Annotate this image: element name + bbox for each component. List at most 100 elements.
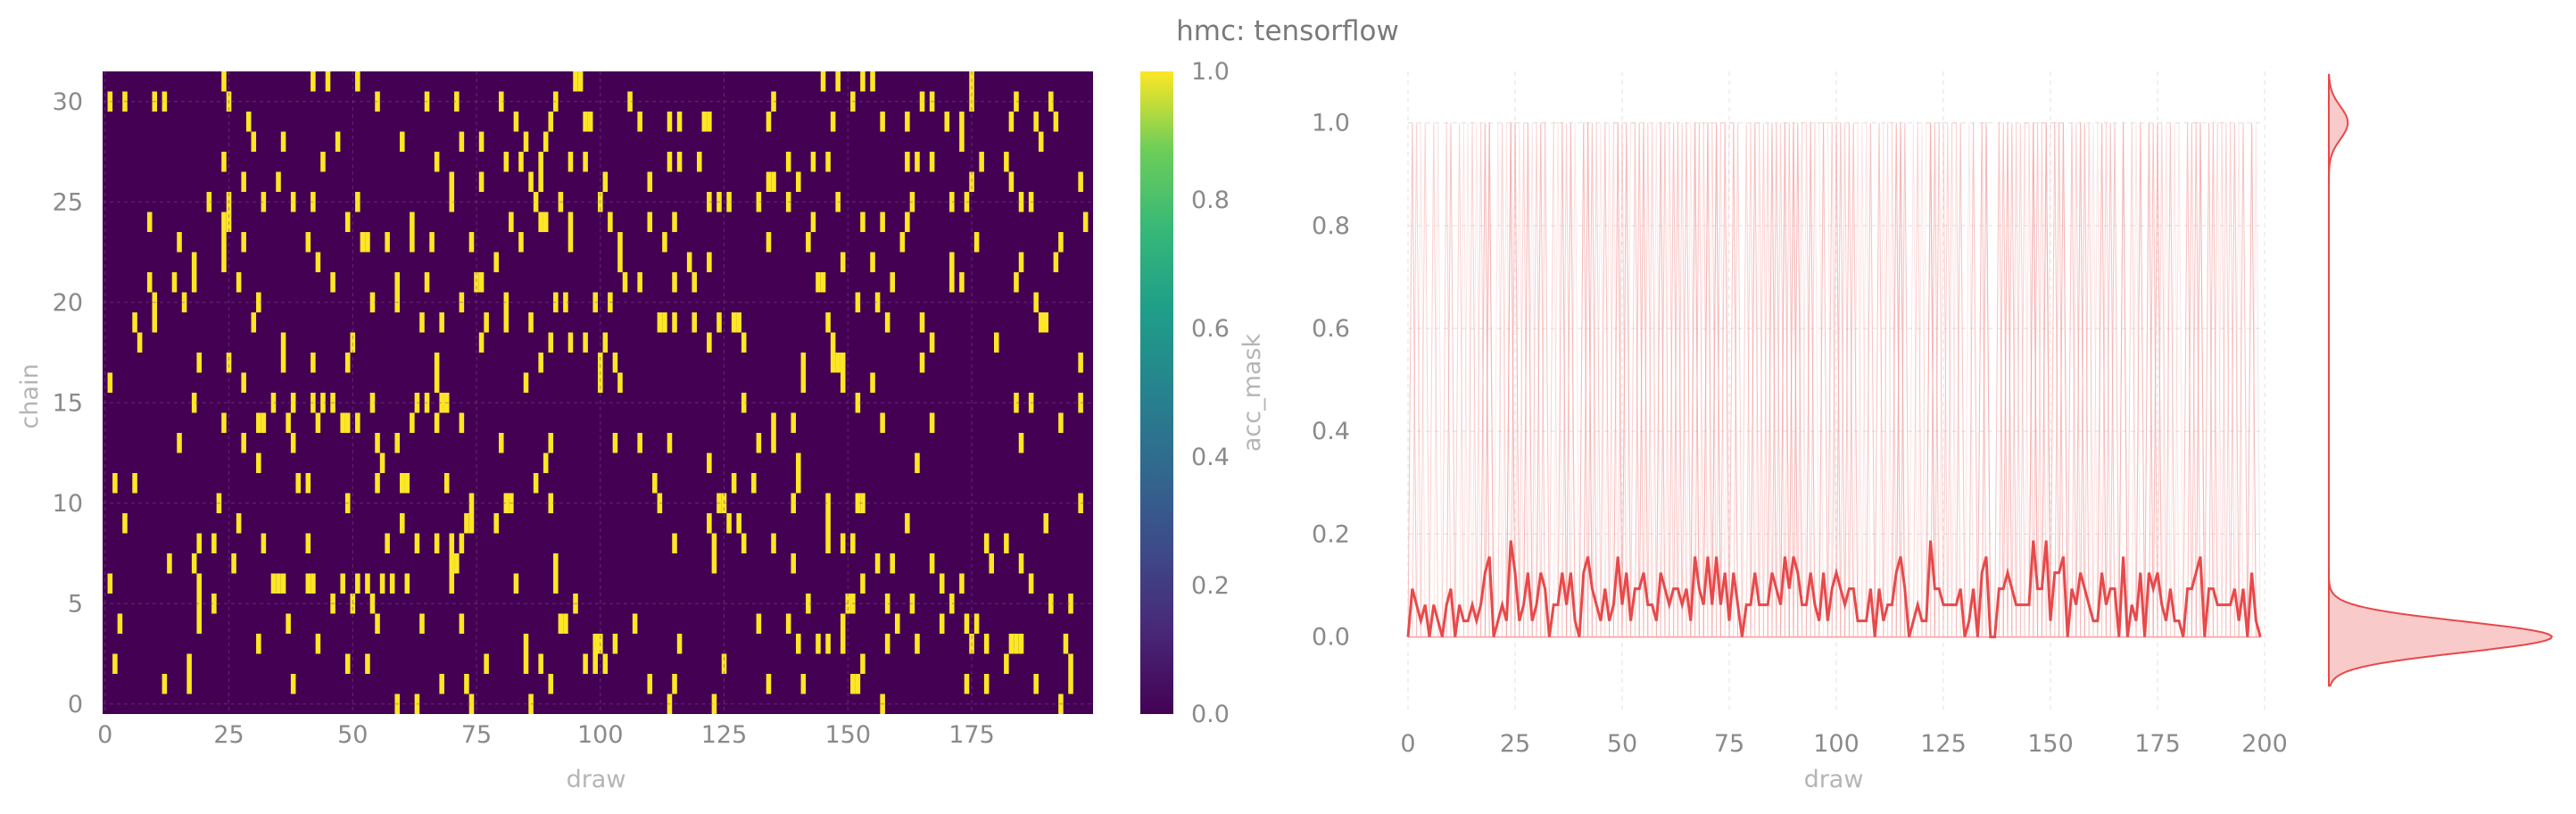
trace-x-tick: 25 xyxy=(1500,730,1530,758)
heatmap-cell xyxy=(676,112,683,132)
heatmap-cell xyxy=(983,634,990,654)
heatmap-cell xyxy=(523,653,529,674)
heatmap-cell xyxy=(558,613,564,634)
heatmap-cell xyxy=(523,372,529,393)
heatmap-cell xyxy=(676,634,683,654)
trace-x-tick: 75 xyxy=(1714,730,1744,758)
heatmap-cell xyxy=(800,372,807,393)
heatmap-cell xyxy=(344,412,351,433)
heatmap-cell xyxy=(1014,272,1019,293)
heatmap-cell xyxy=(375,91,380,112)
heatmap-cell xyxy=(583,653,588,674)
heatmap-cell xyxy=(414,533,420,553)
heatmap-cell xyxy=(241,433,246,453)
heatmap-cell xyxy=(1068,674,1073,694)
heatmap-cell xyxy=(523,634,529,654)
heatmap-cell xyxy=(726,513,732,534)
heatmap-cell xyxy=(389,573,395,594)
heatmap-cell xyxy=(513,573,519,594)
heatmap-cell xyxy=(1018,634,1024,654)
heatmap-x-tick: 0 xyxy=(97,721,112,749)
trace-x-label: draw xyxy=(1804,766,1864,793)
heatmap-cell xyxy=(503,312,509,333)
heatmap-cell xyxy=(548,493,554,513)
heatmap-cell xyxy=(825,152,831,172)
heatmap-cell xyxy=(800,353,807,373)
heatmap-cell xyxy=(379,453,385,473)
heatmap-cell xyxy=(1078,353,1083,373)
heatmap-cell xyxy=(256,634,261,654)
heatmap-cell xyxy=(617,232,623,253)
heatmap-cell xyxy=(949,272,955,293)
heatmap-cell xyxy=(340,412,345,433)
heatmap-cell xyxy=(256,292,261,312)
heatmap-cell xyxy=(221,232,227,253)
heatmap-cell xyxy=(672,533,677,553)
heatmap-cell xyxy=(276,573,281,594)
heatmap-cell xyxy=(929,152,935,172)
heatmap-cell xyxy=(286,412,291,433)
heatmap-cell xyxy=(1008,171,1015,192)
heatmap-cell xyxy=(835,71,841,92)
heatmap-cell xyxy=(1004,533,1009,553)
heatmap-cell xyxy=(989,553,994,574)
heatmap-cell xyxy=(567,212,574,232)
heatmap-cell xyxy=(840,613,846,634)
trace-y-tick: 1.0 xyxy=(1312,110,1350,137)
heatmap-cell xyxy=(800,674,807,694)
heatmap-cell xyxy=(419,613,425,634)
heatmap-y-label: chain xyxy=(16,363,44,428)
heatmap-cell xyxy=(771,433,776,453)
heatmap-cell xyxy=(796,473,801,494)
heatmap-cell xyxy=(1043,312,1049,333)
heatmap-cell xyxy=(221,71,227,92)
heatmap-cell xyxy=(840,634,846,654)
heatmap-cell xyxy=(454,91,460,112)
colorbar: 0.0 0.2 0.4 0.6 0.8 1.0 acc_mask xyxy=(1140,58,1266,728)
heatmap-cell xyxy=(355,192,360,212)
heatmap-cell xyxy=(261,412,267,433)
heatmap-x-tick: 150 xyxy=(825,721,872,749)
heatmap-cell xyxy=(796,634,801,654)
heatmap-cell xyxy=(855,493,861,513)
heatmap-cell xyxy=(602,653,609,674)
heatmap-cell xyxy=(785,152,791,172)
heatmap-cell xyxy=(577,71,584,92)
heatmap-cell xyxy=(191,252,197,272)
heatmap-cell xyxy=(191,553,197,574)
heatmap-cell xyxy=(617,372,623,393)
colorbar-tick: 0.8 xyxy=(1191,187,1230,214)
heatmap-cell xyxy=(478,171,485,192)
heatmap-cell xyxy=(870,71,875,92)
heatmap-cell xyxy=(741,332,747,353)
heatmap-cell xyxy=(637,433,642,453)
heatmap-cell xyxy=(434,533,440,553)
heatmap-cell xyxy=(1038,131,1044,152)
heatmap-cell xyxy=(221,252,227,272)
heatmap-cell xyxy=(860,71,866,92)
heatmap-cell xyxy=(270,573,277,594)
heatmap-cell xyxy=(919,312,925,333)
heatmap-cell xyxy=(305,573,311,594)
heatmap-cell xyxy=(196,613,202,634)
heatmap-cell xyxy=(152,312,158,333)
heatmap-cell xyxy=(394,272,400,293)
heatmap-cell xyxy=(1043,513,1049,534)
trace-y-tick: 0.2 xyxy=(1312,520,1350,548)
heatmap-cell xyxy=(915,634,920,654)
heatmap-cell xyxy=(241,171,246,192)
heatmap-cell xyxy=(261,533,267,553)
heatmap-y-ticks: 0 5 10 15 20 25 30 xyxy=(53,88,83,718)
heatmap-cell xyxy=(320,393,326,413)
heatmap-cell xyxy=(146,272,153,293)
heatmap-cell xyxy=(394,433,400,453)
heatmap-cell xyxy=(410,232,415,253)
heatmap-cell xyxy=(449,533,455,553)
heatmap-cell xyxy=(850,674,856,694)
heatmap-cell xyxy=(543,453,549,473)
heatmap-cell xyxy=(874,553,881,574)
heatmap-cell xyxy=(241,372,246,393)
heatmap-cell xyxy=(860,573,866,594)
heatmap-cell xyxy=(325,71,331,92)
